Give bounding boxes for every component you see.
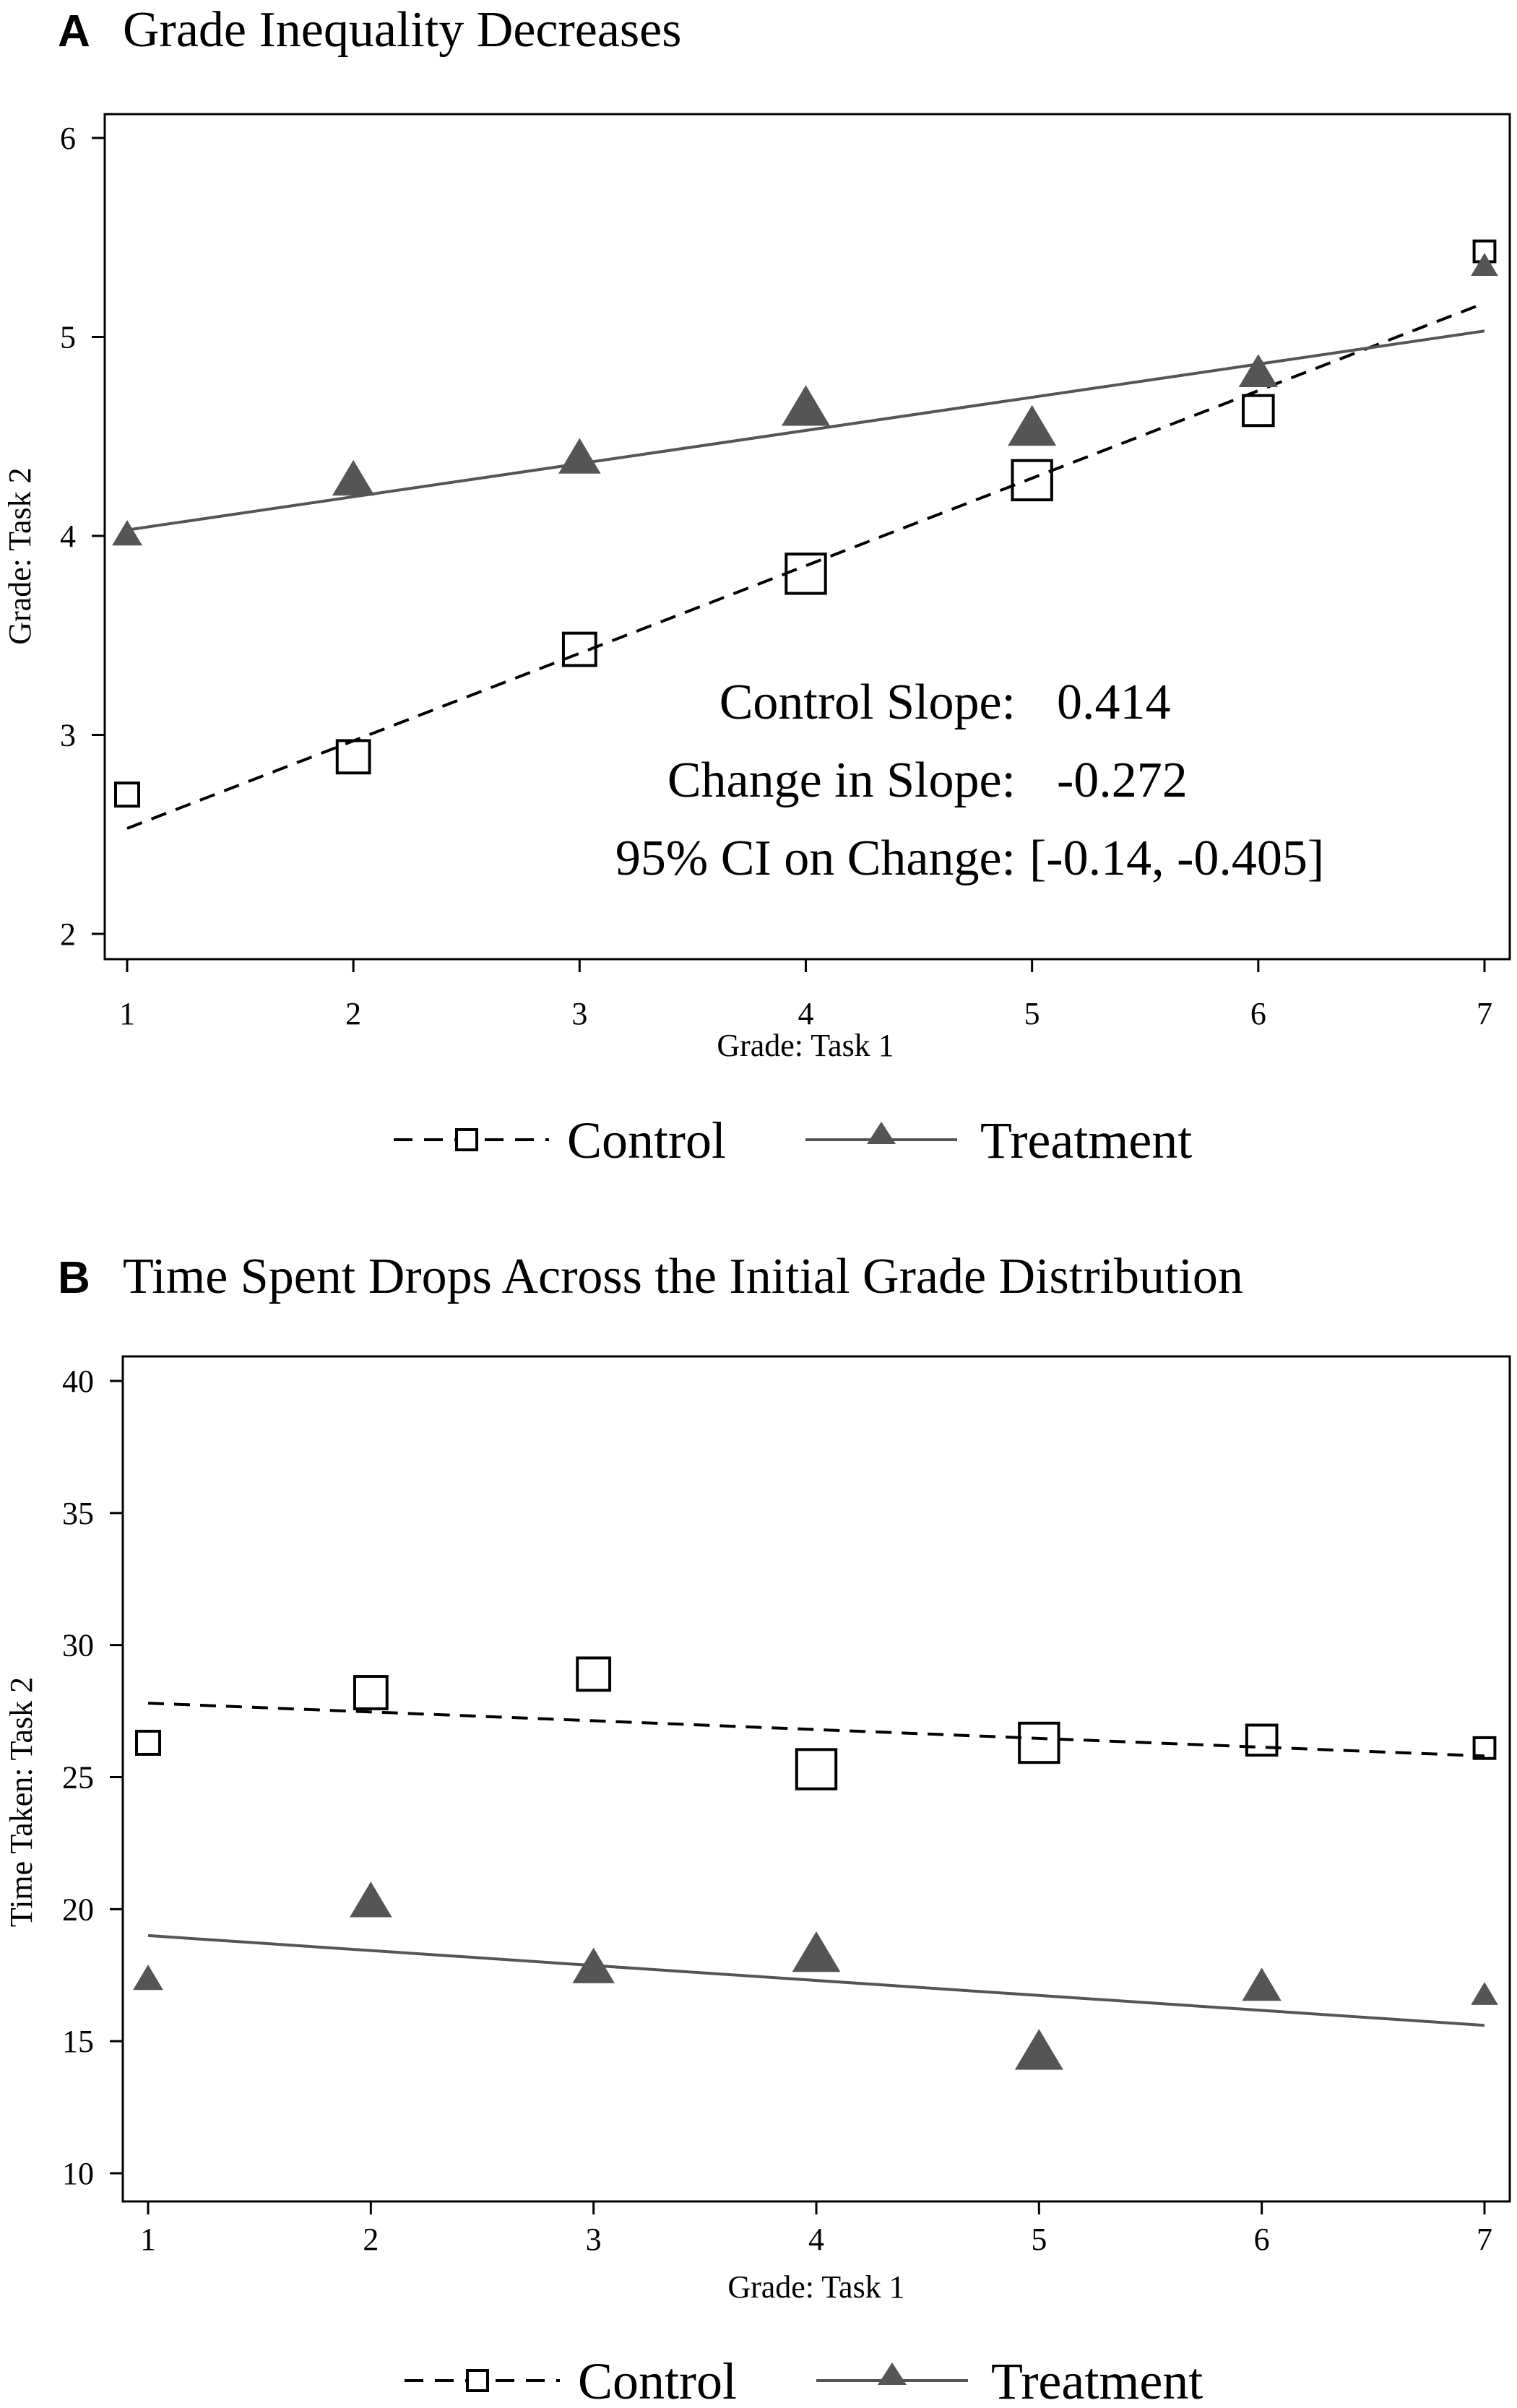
legend-b-control-label: Control (578, 2352, 737, 2408)
treatment-point (332, 459, 375, 496)
control-point (785, 553, 827, 595)
treatment-point (792, 1931, 841, 1972)
y-tick-label: 5 (60, 320, 76, 355)
legend-b-treatment-label: Treatment (991, 2352, 1203, 2408)
control-point (576, 1656, 612, 1692)
control-point (114, 781, 140, 808)
annotation-ci-label: 95% CI on Change: (615, 831, 1016, 886)
x-tick-label: 1 (119, 996, 135, 1031)
control-point (335, 739, 371, 775)
panel-a-annotation: Control Slope: 0.414 Change in Slope: -0… (615, 675, 1324, 886)
control-point (353, 1675, 389, 1710)
panel-b-fit-lines (147, 1702, 1485, 2027)
y-tick-label: 15 (62, 2024, 94, 2059)
y-tick-label: 25 (62, 1760, 94, 1796)
x-tick-label: 3 (586, 2222, 602, 2257)
x-tick-label: 5 (1031, 2222, 1047, 2257)
x-tick-label: 7 (1477, 2222, 1492, 2257)
x-tick-label: 6 (1250, 996, 1266, 1031)
control-point (795, 1748, 838, 1790)
control-point (135, 1729, 161, 1756)
y-tick-label: 40 (62, 1364, 94, 1399)
y-tick-label: 3 (60, 718, 76, 753)
legend-a-control-label: Control (567, 1112, 726, 1169)
treatment-point (1008, 404, 1057, 446)
treatment-point (1242, 1967, 1282, 2001)
y-tick-label: 35 (62, 1496, 94, 1531)
treatment-point (350, 1881, 392, 1918)
treatment-point (1471, 1982, 1498, 2005)
legend-a-control-square-icon (455, 1128, 478, 1151)
treatment-point (572, 1947, 615, 1983)
treatment-point (133, 1965, 163, 1991)
panel-b-legend: Control Treatment (405, 2352, 1203, 2408)
x-tick-label: 7 (1477, 996, 1492, 1031)
annotation-control-slope-value: 0.414 (1057, 675, 1171, 730)
treatment-point (558, 438, 601, 474)
y-tick-label: 4 (60, 519, 76, 554)
treatment-point (1471, 253, 1498, 276)
treatment-fit-line (126, 329, 1485, 532)
panel-a-letter: A (58, 7, 90, 56)
y-tick-label: 30 (62, 1628, 94, 1663)
panel-b-x-axis: 1 2 3 4 5 6 7 (140, 2201, 1492, 2257)
panel-a-x-axis: 1 2 3 4 5 6 7 (119, 959, 1492, 1031)
panel-a-fit-lines (126, 301, 1485, 830)
control-point (1242, 394, 1275, 428)
x-tick-label: 6 (1254, 2222, 1270, 2257)
treatment-fit-line (147, 1933, 1485, 2027)
control-point (1245, 1723, 1279, 1757)
control-point (1011, 459, 1053, 502)
treatment-point (1014, 2029, 1063, 2070)
treatment-point (782, 385, 830, 426)
panel-a-data-marks (112, 239, 1498, 808)
panel-b: B Time Spent Drops Across the Initial Gr… (4, 1249, 1511, 2408)
x-tick-label: 4 (808, 2222, 824, 2257)
legend-b-control-square-icon (466, 2369, 489, 2392)
control-fit-line (147, 1702, 1485, 1758)
x-tick-label: 5 (1024, 996, 1040, 1031)
x-tick-label: 4 (798, 996, 814, 1031)
x-tick-label: 1 (140, 2222, 156, 2257)
x-tick-label: 2 (363, 2222, 379, 2257)
panel-b-x-axis-label: Grade: Task 1 (727, 2269, 904, 2305)
y-tick-label: 2 (60, 917, 76, 952)
legend-b-treatment-triangle-icon (878, 2362, 907, 2385)
panel-a-title: Grade Inequality Decreases (123, 2, 682, 58)
legend-a-treatment-triangle-icon (867, 1122, 896, 1144)
x-tick-label: 3 (571, 996, 587, 1031)
treatment-point (112, 520, 142, 546)
y-tick-label: 6 (60, 121, 76, 156)
panel-a-legend: Control Treatment (394, 1112, 1192, 1169)
panel-b-y-axis: 10 15 20 25 30 35 40 (62, 1364, 123, 2191)
annotation-ci-value: [-0.14, -0.405] (1029, 831, 1324, 886)
panel-b-data-marks (133, 1656, 1498, 2070)
y-tick-label: 20 (62, 1892, 94, 1927)
panel-a-x-axis-label: Grade: Task 1 (717, 1028, 894, 1063)
panel-b-title: Time Spent Drops Across the Initial Grad… (123, 1249, 1243, 1304)
panel-a-y-axis-label: Grade: Task 2 (2, 467, 38, 644)
legend-a-treatment-label: Treatment (980, 1112, 1192, 1169)
panel-b-letter: B (58, 1253, 90, 1303)
x-tick-label: 2 (345, 996, 361, 1031)
annotation-control-slope-label: Control Slope: (719, 675, 1016, 730)
annotation-change-slope-value: -0.272 (1057, 753, 1188, 808)
panel-b-plot-frame (121, 1355, 1511, 2203)
panel-a-y-axis: 2 3 4 5 6 (60, 121, 105, 952)
control-point (1472, 1736, 1497, 1760)
panel-a: A Grade Inequality Decreases 2 3 4 5 6 1 2 3 4 5… (2, 2, 1511, 1169)
treatment-point (1238, 354, 1279, 388)
control-point (561, 631, 597, 667)
annotation-change-slope-label: Change in Slope: (667, 753, 1016, 808)
panel-b-y-axis-label: Time Taken: Task 2 (4, 1677, 39, 1927)
y-tick-label: 10 (62, 2156, 94, 2191)
control-point (1018, 1721, 1060, 1764)
control-fit-line (126, 301, 1485, 830)
